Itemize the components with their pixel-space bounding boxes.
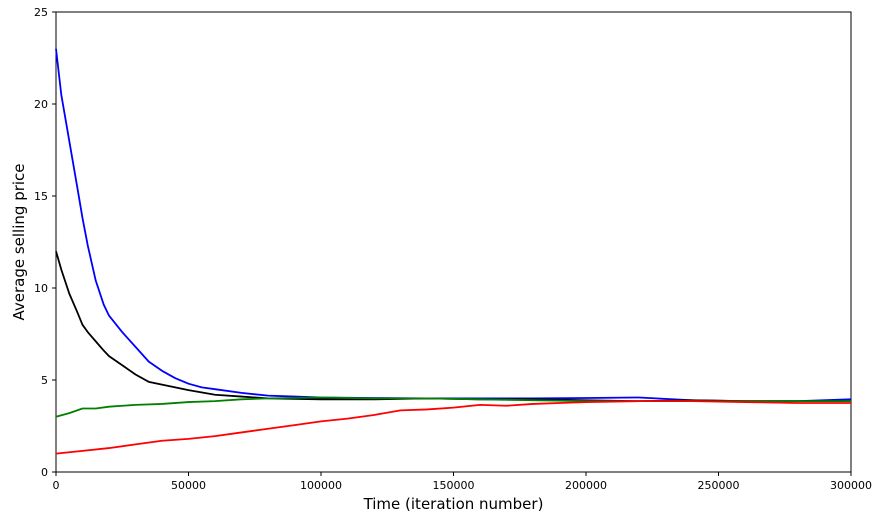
series-line-red	[55, 400, 851, 455]
y-axis: 0 5 10 15 20 25	[34, 6, 56, 479]
y-tick-label: 25	[34, 6, 48, 19]
y-tick-label: 10	[34, 282, 48, 295]
x-axis: 0 50000 100000 150000 200000 250000 300000	[53, 472, 872, 492]
series-line-blue	[55, 48, 852, 403]
y-tick-label: 15	[34, 190, 48, 203]
y-tick-label: 0	[41, 466, 48, 479]
x-tick-label: 0	[53, 479, 60, 492]
y-tick-label: 5	[41, 374, 48, 387]
x-tick-label: 250000	[698, 479, 740, 492]
x-tick-label: 300000	[830, 479, 872, 492]
y-axis-title: Average selling price	[10, 163, 28, 320]
x-tick-label: 200000	[565, 479, 607, 492]
x-tick-label: 150000	[433, 479, 475, 492]
y-tick-label: 20	[34, 98, 48, 111]
x-tick-label: 50000	[171, 479, 206, 492]
series-layer	[55, 48, 852, 455]
x-tick-label: 100000	[300, 479, 342, 492]
x-axis-title: Time (iteration number)	[363, 495, 544, 513]
